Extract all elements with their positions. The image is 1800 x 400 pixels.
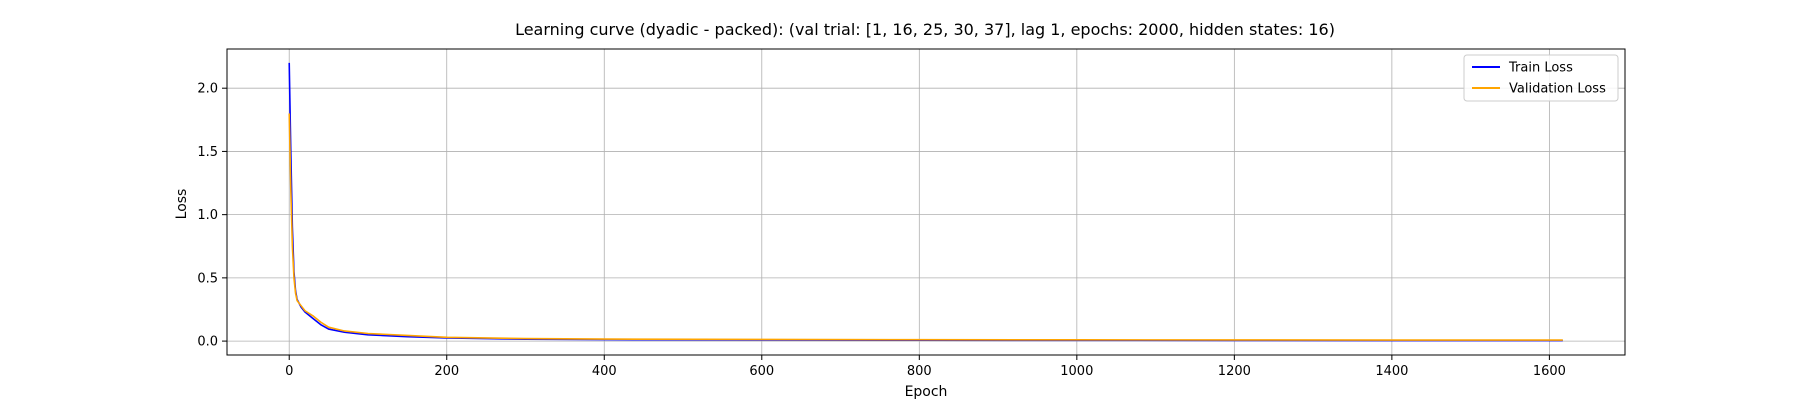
- x-tick-label: 1400: [1375, 364, 1408, 379]
- y-tick-label: 1.0: [197, 208, 218, 223]
- y-tick-label: 0.5: [197, 271, 218, 286]
- x-tick-label: 200: [434, 364, 459, 379]
- x-axis-label: Epoch: [905, 384, 948, 400]
- series-line-validation-loss: [288, 113, 1563, 341]
- series-line-train-loss: [288, 62, 1563, 342]
- chart-title: Learning curve (dyadic - packed): (val t…: [515, 20, 1335, 39]
- y-tick-label: 1.5: [197, 145, 218, 160]
- series-lines: [288, 62, 1563, 342]
- x-tick-label: 0: [285, 364, 293, 379]
- axis-ticks: 0 200 400 600 800 1000 1200 1400 1600 0.0 0.5 1.0 1.…: [197, 82, 1566, 379]
- legend: Train Loss Validation Loss: [1463, 54, 1619, 102]
- x-tick-label: 1000: [1060, 364, 1093, 379]
- y-tick-label: 0.0: [197, 335, 218, 350]
- y-axis-label: Loss: [174, 189, 190, 220]
- plot-frame: [226, 48, 1626, 356]
- x-tick-label: 1200: [1218, 364, 1251, 379]
- x-tick-label: 1600: [1533, 364, 1566, 379]
- grid-lines: [227, 49, 1625, 355]
- legend-label-train-loss: Train Loss: [1508, 61, 1573, 76]
- x-tick-label: 400: [592, 364, 617, 379]
- legend-label-validation-loss: Validation Loss: [1509, 82, 1606, 97]
- legend-box: [1463, 54, 1619, 102]
- y-tick-label: 2.0: [197, 82, 218, 97]
- x-tick-label: 600: [749, 364, 774, 379]
- x-tick-label: 800: [907, 364, 932, 379]
